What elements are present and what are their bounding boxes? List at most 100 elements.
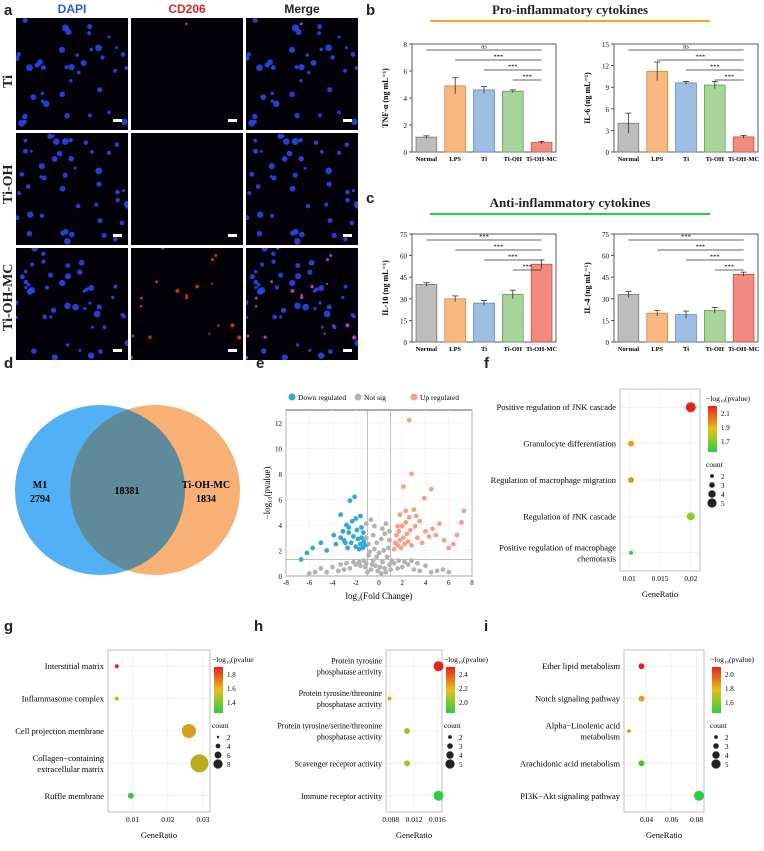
bar-ti-oh <box>704 84 726 153</box>
bubble-point <box>404 760 410 767</box>
cd206-dot <box>161 248 165 250</box>
nucleus-dot <box>113 236 118 242</box>
nucleus-dot <box>64 302 71 310</box>
point-not-sig <box>374 554 380 560</box>
point-down <box>361 539 367 544</box>
nucleus-dot <box>51 354 58 360</box>
cd206-dot <box>300 293 303 297</box>
panel-label-b: b <box>366 2 376 19</box>
nucleus-dot <box>341 295 345 300</box>
size-legend-dot <box>448 735 452 739</box>
nucleus-dot <box>42 314 47 320</box>
cd206-dot <box>217 324 220 327</box>
cd206-dot <box>155 280 159 284</box>
x-tick-label: 0.015 <box>652 574 669 583</box>
nucleus-dot <box>261 248 268 252</box>
y-tick-label: 2 <box>279 547 283 555</box>
scale-bar <box>343 234 352 237</box>
nucleus-dot <box>68 137 73 143</box>
size-legend-label: 2 <box>725 734 729 742</box>
nucleus-dot <box>106 150 112 156</box>
x-tick-label: Ti-OH <box>706 346 724 353</box>
term-label-line: Regulation of JNK cascade <box>523 511 616 521</box>
nucleus-dot <box>58 46 66 53</box>
cd206-dot <box>270 280 274 284</box>
nucleus-dot <box>121 118 128 126</box>
nucleus-dot <box>289 91 295 98</box>
nucleus-dot <box>87 352 95 359</box>
micrograph-ti-dapi <box>16 18 128 130</box>
point-not-sig <box>383 569 389 575</box>
legend-marker <box>354 393 362 401</box>
cd206-dot <box>230 323 235 328</box>
point-up <box>437 521 442 527</box>
bubble-point <box>638 695 645 702</box>
nucleus-dot <box>40 99 45 103</box>
colorbar <box>708 406 717 452</box>
point-up <box>394 532 399 538</box>
cd206-dot <box>263 335 267 339</box>
y-tick-label: 75 <box>602 231 610 239</box>
y-tick-label: 0 <box>404 339 408 347</box>
micrograph-ti-oh-mc-cd206 <box>131 248 243 360</box>
term-label: Positive regulation of macrophage chemota… <box>499 542 616 563</box>
term-label-line: phosphatase activity <box>317 733 382 742</box>
term-label-line: phosphatase activity <box>317 700 382 709</box>
term-label-line: metabolism <box>580 732 620 742</box>
size-legend-dot <box>708 490 716 498</box>
colorbar-tick-label: 2.0 <box>725 671 734 679</box>
nucleus-dot <box>87 31 92 36</box>
nucleus-dot <box>281 155 288 162</box>
point-not-sig <box>380 559 385 565</box>
term-label-line: extracellular matrix <box>37 764 105 774</box>
term-label-line: Ruffle membrane <box>44 791 104 801</box>
nucleus-dot <box>256 230 263 237</box>
nucleus-dot <box>83 140 89 145</box>
point-not-sig <box>364 569 370 575</box>
nucleus-dot <box>246 52 251 57</box>
term-label-line: phosphatase activity <box>317 668 382 677</box>
significance-label: *** <box>696 54 706 61</box>
nucleus-dot <box>249 171 255 177</box>
x-tick-label: Normal <box>416 156 437 163</box>
nucleus-dot <box>271 175 277 181</box>
nucleus-dot <box>253 269 258 274</box>
y-tick-label: 0 <box>606 149 610 157</box>
x-tick-label: Ti-OH-MC <box>526 156 558 163</box>
point-not-sig <box>388 567 394 573</box>
point-up <box>406 417 412 423</box>
nucleus-dot <box>303 166 307 170</box>
y-axis-label: IL-10 (ng mL⁻¹) <box>381 260 390 316</box>
cd206-dot <box>185 295 189 300</box>
bubble-point <box>686 512 695 521</box>
point-not-sig <box>383 521 389 527</box>
nucleus-dot <box>102 325 107 330</box>
bubble-point <box>114 664 119 669</box>
nucleus-dot <box>22 119 27 124</box>
nucleus-dot <box>62 172 68 178</box>
nucleus-dot <box>310 59 317 67</box>
point-not-sig <box>368 567 374 573</box>
micrograph-cells <box>16 248 128 360</box>
term-label-line: Notch signaling pathway <box>535 694 621 704</box>
nucleus-dot <box>98 349 103 354</box>
colorbar-title: −log₁₀(pvalue) <box>212 655 254 664</box>
point-not-sig <box>440 567 446 573</box>
point-up <box>412 523 418 529</box>
legend-label: Not sig <box>364 393 386 402</box>
point-not-sig <box>363 535 369 541</box>
term-label: Protein tyrosine/threonine phosphatase ac… <box>299 689 383 709</box>
nucleus-dot <box>69 231 75 238</box>
significance-label: *** <box>508 254 518 261</box>
point-not-sig <box>312 569 318 575</box>
bubble-chart-g: 0.01 0.02 0.03 Interstitial matrix Inflammas… <box>15 649 254 840</box>
nucleus-dot <box>261 348 267 354</box>
nucleus-dot <box>269 213 275 218</box>
nucleus-dot <box>325 44 332 52</box>
term-label-line: Protein tyrosine/serine/threonine <box>277 722 382 731</box>
nucleus-dot <box>64 113 70 119</box>
cd206-dot <box>290 288 295 293</box>
nucleus-dot <box>96 304 102 310</box>
nucleus-dot <box>272 314 277 320</box>
nucleus-dot <box>294 238 301 245</box>
